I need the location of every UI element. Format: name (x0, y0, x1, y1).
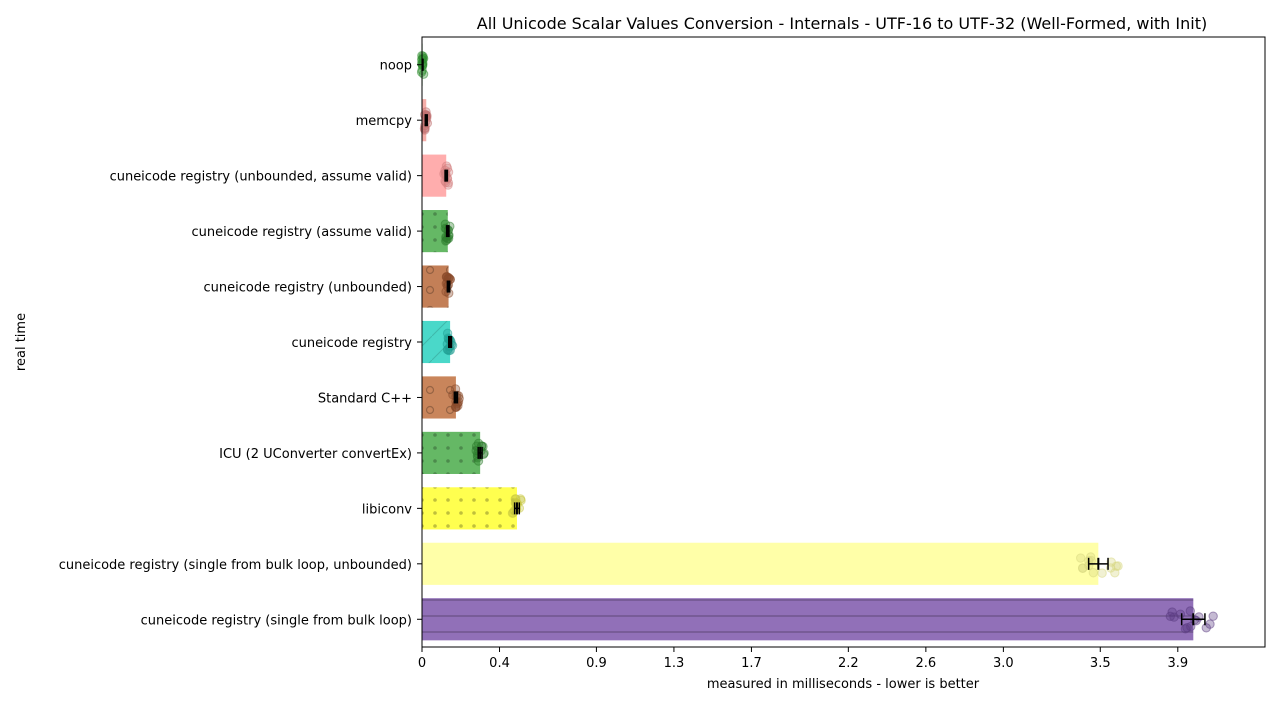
sample-point (1165, 611, 1176, 622)
bar-pattern (422, 376, 456, 419)
x-tick-label: 1.7 (741, 656, 762, 671)
sample-point (450, 402, 461, 412)
x-tick-label: 0.4 (489, 656, 510, 671)
sample-point (1113, 561, 1123, 571)
x-tick-label: 0.9 (586, 656, 607, 671)
x-axis-label: measured in milliseconds - lower is bett… (707, 677, 980, 692)
bar-pattern (422, 431, 481, 474)
x-tick-label: 3.0 (993, 656, 1014, 671)
x-tick-label: 2.2 (838, 656, 859, 671)
x-tick-label: 2.6 (916, 656, 937, 671)
category-label: cuneicode registry (unbounded, assume va… (110, 170, 412, 185)
category-label: Standard C++ (318, 391, 412, 406)
bar-pattern (422, 598, 1194, 641)
sample-point (1077, 563, 1088, 573)
bar (422, 542, 1099, 585)
sample-point (1175, 609, 1186, 619)
sample-point (1180, 624, 1191, 634)
x-tick-label: 3.5 (1090, 656, 1111, 671)
chart-title: All Unicode Scalar Values Conversion - I… (477, 14, 1207, 33)
category-label: ICU (2 UConverter convertEx) (219, 447, 412, 462)
sample-point (1208, 611, 1218, 621)
sample-point (418, 69, 429, 79)
y-axis-label: real time (14, 313, 29, 371)
category-label: cuneicode registry (assume valid) (191, 225, 412, 240)
x-tick-label: 0 (418, 656, 426, 671)
sample-point (1185, 606, 1195, 616)
sample-point (1097, 568, 1107, 578)
sample-point (1201, 623, 1211, 633)
bar-pattern (422, 487, 517, 530)
category-label: noop (380, 59, 412, 74)
sample-point (1075, 553, 1086, 563)
plot-area (416, 43, 1218, 641)
category-label: memcpy (356, 114, 413, 129)
category-label: libiconv (362, 502, 412, 517)
category-label: cuneicode registry (single from bulk loo… (141, 613, 412, 628)
bar-pattern (422, 210, 448, 253)
category-label: cuneicode registry (single from bulk loo… (59, 558, 412, 573)
x-tick-label: 3.9 (1167, 656, 1188, 671)
category-label: cuneicode registry (291, 336, 412, 351)
category-label: cuneicode registry (unbounded) (204, 281, 413, 296)
x-tick-label: 1.3 (664, 656, 685, 671)
